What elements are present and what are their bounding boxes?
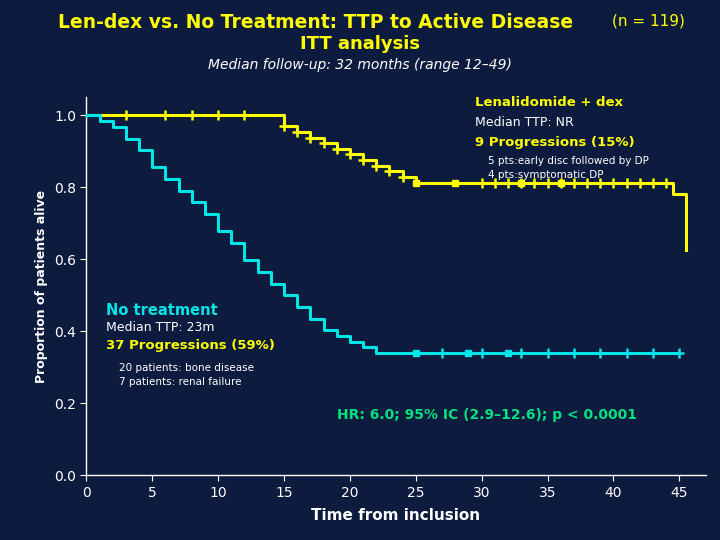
X-axis label: Time from inclusion: Time from inclusion bbox=[312, 508, 480, 523]
Text: (n = 119): (n = 119) bbox=[612, 14, 685, 29]
Text: Len-dex vs. No Treatment: TTP to Active Disease: Len-dex vs. No Treatment: TTP to Active … bbox=[58, 14, 579, 32]
Y-axis label: Proportion of patients alive: Proportion of patients alive bbox=[35, 190, 48, 383]
Text: Median follow-up: 32 months (range 12–49): Median follow-up: 32 months (range 12–49… bbox=[208, 58, 512, 72]
Text: No treatment: No treatment bbox=[106, 303, 218, 318]
Text: 37 Progressions (59%): 37 Progressions (59%) bbox=[106, 339, 275, 352]
Text: 7 patients: renal failure: 7 patients: renal failure bbox=[120, 377, 242, 387]
Text: ITT analysis: ITT analysis bbox=[300, 35, 420, 53]
Text: Median TTP: NR: Median TTP: NR bbox=[475, 116, 574, 129]
Text: 9 Progressions (15%): 9 Progressions (15%) bbox=[475, 136, 634, 149]
Text: Median TTP: 23m: Median TTP: 23m bbox=[106, 321, 215, 334]
Text: 5 pts:early disc followed by DP: 5 pts:early disc followed by DP bbox=[488, 156, 649, 166]
Text: Lenalidomide + dex: Lenalidomide + dex bbox=[475, 96, 623, 109]
Text: HR: 6.0; 95% IC (2.9–12.6); p < 0.0001: HR: 6.0; 95% IC (2.9–12.6); p < 0.0001 bbox=[337, 408, 636, 422]
Text: 20 patients: bone disease: 20 patients: bone disease bbox=[120, 363, 254, 373]
Text: 4 pts:symptomatic DP: 4 pts:symptomatic DP bbox=[488, 170, 604, 180]
